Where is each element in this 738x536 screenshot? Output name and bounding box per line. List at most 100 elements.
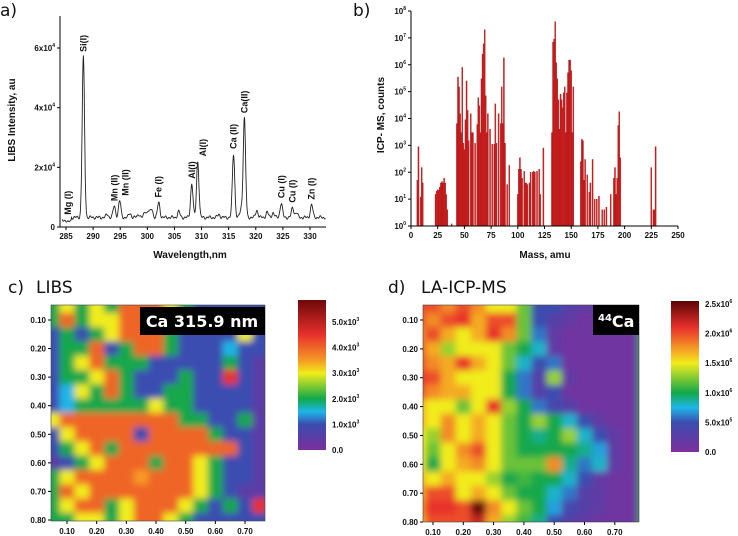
heatmap-cell (561, 442, 578, 458)
y-tick-label: 4x104 (34, 103, 55, 113)
heatmap-cell (222, 512, 239, 521)
heatmap-cell (470, 312, 487, 328)
heatmap-cell (74, 512, 90, 521)
tick-exponent: 0 (403, 221, 406, 227)
heatmap-cell (74, 384, 90, 400)
heatmap-cell (425, 428, 442, 444)
heatmap-cell (622, 442, 639, 458)
heatmap-cell (425, 514, 442, 522)
heatmap-cell (423, 305, 427, 314)
bar (650, 167, 653, 227)
heatmap-cell (252, 427, 265, 443)
heatmap-cell (207, 498, 224, 514)
heatmap-cell (89, 341, 105, 357)
bar (506, 184, 508, 227)
heatmap-cell (486, 457, 502, 473)
heatmap-cell (440, 457, 457, 473)
heatmap-cell (104, 455, 120, 471)
heatmap-cell (163, 355, 179, 371)
heatmap-cell (561, 471, 578, 487)
heatmap-cell (622, 457, 639, 473)
heatmap-cell (104, 427, 120, 443)
y-tick-label: 103 (394, 140, 406, 150)
heatmap-cell (592, 457, 608, 473)
heatmap-cell (133, 512, 150, 521)
heatmap-cell (59, 355, 76, 371)
title-box-background (140, 307, 265, 335)
heatmap-cell (118, 369, 135, 385)
x-tick-label: 0.20 (456, 528, 472, 536)
y-tick-label: 0.30 (30, 373, 46, 382)
heatmap-cell (516, 500, 533, 516)
heatmap-cell (425, 384, 442, 400)
heatmap-cell (486, 514, 502, 522)
heatmap-cell (576, 442, 593, 458)
bar (474, 143, 476, 227)
heatmap-cell (148, 441, 165, 457)
y-tick-label: 6x104 (34, 43, 55, 53)
heatmap-cell (252, 484, 265, 500)
heatmap-cell (576, 327, 593, 343)
heatmap-cell (59, 384, 76, 400)
heatmap-cell (501, 428, 517, 444)
heatmap-cell (455, 399, 472, 415)
x-tick-label: 125 (538, 231, 552, 240)
bar (619, 157, 622, 227)
panel-d-label: d) (388, 278, 405, 298)
tick-exponent: 7 (403, 33, 406, 39)
heatmap-cell (118, 498, 135, 514)
heatmap-cell (607, 399, 623, 415)
heatmap-cell (133, 441, 150, 457)
heatmap-cell (104, 484, 120, 500)
heatmap-cell (51, 355, 61, 371)
heatmap-cell (133, 412, 150, 428)
heatmap-cell (51, 369, 61, 385)
heatmap-cell (74, 412, 90, 428)
heatmap-cell (423, 471, 427, 487)
x-tick-label: 0.10 (59, 527, 75, 536)
title-box-text: 44Ca (598, 312, 634, 331)
y-tick-label: 0 (51, 223, 56, 232)
y-tick-label: 0.50 (30, 430, 46, 439)
heatmap-cell (178, 398, 194, 414)
panel-c-title: LIBS (36, 278, 73, 298)
x-tick-label: 0.60 (208, 527, 224, 536)
heatmap-cell (576, 471, 593, 487)
heatmap-cell (423, 514, 427, 522)
y-tick-label: 100 (394, 221, 406, 231)
x-tick-label: 0.50 (546, 528, 562, 536)
heatmap-area (423, 305, 639, 522)
y-tick-label: 0.60 (402, 460, 418, 469)
heatmap-cell (423, 327, 427, 343)
x-tick-label: 50 (460, 231, 469, 240)
heatmap-cell (470, 514, 487, 522)
heatmap-cell (531, 500, 548, 516)
heatmap-cell (237, 369, 254, 385)
bar (529, 172, 532, 227)
heatmap-cell (207, 441, 224, 457)
y-tick-label: 101 (394, 194, 406, 204)
heatmap-cell (133, 355, 150, 371)
heatmap-cell (516, 471, 533, 487)
tick-exponent: 4 (403, 114, 406, 120)
heatmap-cell (501, 327, 517, 343)
heatmap-cell (178, 512, 194, 521)
heatmap-cell (237, 427, 254, 443)
bar (542, 147, 545, 227)
heatmap-cell (576, 485, 593, 501)
x-tick-label: 250 (671, 231, 685, 240)
heatmap-cell (222, 369, 239, 385)
bar (654, 146, 657, 227)
heatmap-cell (118, 455, 135, 471)
heatmap-cell (148, 427, 165, 443)
tick-mantissa: 4x10 (34, 104, 52, 113)
heatmap-cell (576, 514, 593, 522)
x-tick-label: 175 (591, 231, 605, 240)
heatmap-cell (470, 384, 487, 400)
heatmap-cell (576, 370, 593, 386)
heatmap-cell (501, 457, 517, 473)
x-tick-label: 75 (487, 231, 496, 240)
heatmap-cell (51, 305, 61, 314)
heatmap-cell (89, 369, 105, 385)
heatmap-cell (193, 398, 209, 414)
